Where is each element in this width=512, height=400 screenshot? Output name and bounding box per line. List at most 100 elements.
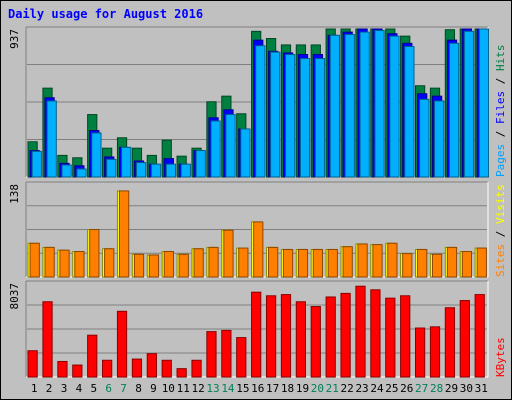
x-tick-label: 23	[355, 382, 368, 395]
bar-sites-day-18	[282, 248, 294, 278]
bar-kbytes-day-20	[310, 306, 321, 378]
legend-item: Hits	[494, 45, 507, 72]
x-tick-label: 29	[445, 382, 458, 395]
bar-pages-day-19	[299, 58, 311, 178]
bar-kbytes-day-26	[400, 295, 411, 378]
legend: KBytes	[494, 337, 507, 377]
y-max-label: 138	[8, 184, 21, 204]
bar-sites-day-8	[133, 253, 145, 278]
bar-sites-day-13	[208, 246, 219, 278]
legend: Pages / Files / Hits	[494, 45, 507, 178]
bar-kbytes-day-3	[57, 360, 68, 378]
bar-kbytes-day-16	[251, 291, 262, 378]
legend-item: Pages	[494, 144, 507, 177]
bar-kbytes-day-21	[325, 296, 336, 378]
bar-sites-day-6	[104, 248, 115, 278]
bar-kbytes-day-9	[146, 353, 157, 378]
bar-sites-day-15	[238, 247, 249, 278]
bar-sites-day-29	[446, 246, 458, 278]
bar-pages-day-8	[135, 162, 147, 178]
bar-pages-day-25	[389, 35, 400, 178]
x-tick-label: 28	[430, 382, 443, 395]
x-tick-label: 25	[385, 382, 398, 395]
bar-pages-day-15	[240, 128, 251, 178]
bar-sites-day-10	[163, 251, 174, 278]
bar-kbytes-day-14	[221, 329, 232, 378]
legend: Sites / Visits	[494, 184, 507, 277]
x-tick-label: 30	[460, 382, 473, 395]
bar-sites-day-12	[193, 248, 204, 278]
bar-pages-day-28	[434, 100, 445, 178]
bar-sites-day-17	[268, 246, 279, 278]
bar-kbytes-day-29	[444, 307, 456, 378]
bar-pages-day-6	[106, 158, 117, 178]
bar-kbytes-day-12	[191, 359, 202, 378]
x-tick-label: 16	[251, 382, 264, 395]
bar-pages-day-4	[76, 168, 87, 178]
x-tick-label: 11	[177, 382, 190, 395]
bar-kbytes-day-23	[355, 285, 366, 378]
bar-sites-day-7	[119, 190, 130, 278]
bar-kbytes-day-10	[161, 359, 172, 378]
bar-pages-day-7	[121, 146, 132, 178]
y-max-label: 937	[8, 29, 21, 49]
bar-sites-day-9	[148, 254, 160, 278]
bar-sites-day-2	[44, 246, 55, 278]
x-tick-label: 3	[61, 382, 68, 395]
x-tick-label: 26	[400, 382, 413, 395]
bar-pages-day-11	[180, 163, 191, 178]
bar-pages-day-10	[165, 163, 177, 178]
bar-kbytes-day-17	[265, 295, 277, 378]
bar-sites-day-20	[312, 248, 323, 278]
bar-sites-day-28	[431, 253, 443, 278]
legend-item: /	[494, 71, 507, 91]
bar-sites-day-24	[372, 244, 383, 278]
x-tick-label: 15	[236, 382, 249, 395]
x-tick-label: 13	[206, 382, 219, 395]
bar-pages-day-9	[150, 163, 162, 178]
bar-pages-day-12	[195, 150, 206, 178]
bar-kbytes-day-13	[206, 331, 217, 378]
x-tick-label: 10	[162, 382, 175, 395]
bar-pages-day-21	[329, 34, 340, 178]
bar-kbytes-day-18	[280, 294, 292, 378]
x-tick-label: 21	[326, 382, 339, 395]
x-tick-label: 31	[475, 382, 488, 395]
bar-sites-day-27	[417, 248, 428, 278]
x-tick-label: 19	[296, 382, 309, 395]
bar-pages-day-13	[210, 120, 221, 178]
bar-sites-day-21	[327, 248, 338, 278]
bar-sites-day-3	[59, 249, 70, 278]
bar-sites-day-1	[29, 242, 40, 278]
x-tick-label: 22	[341, 382, 354, 395]
bar-kbytes-day-7	[116, 310, 128, 378]
bar-kbytes-day-28	[429, 326, 441, 378]
bar-sites-day-25	[387, 242, 398, 278]
x-tick-label: 12	[192, 382, 205, 395]
bar-kbytes-day-31	[474, 294, 485, 378]
bar-pages-day-26	[404, 46, 415, 178]
bar-kbytes-day-22	[340, 292, 351, 378]
x-tick-label: 27	[415, 382, 428, 395]
y-max-label: 8037	[8, 283, 21, 310]
bar-kbytes-day-4	[72, 364, 83, 378]
bar-pages-day-23	[359, 31, 370, 178]
bar-sites-day-4	[74, 251, 85, 278]
x-tick-label: 5	[90, 382, 97, 395]
legend-item: Sites	[494, 244, 507, 277]
bar-sites-day-14	[223, 229, 234, 278]
bar-sites-day-5	[89, 229, 100, 278]
bar-kbytes-day-1	[27, 350, 38, 378]
bar-pages-day-31	[478, 28, 490, 178]
bar-sites-day-22	[342, 246, 353, 278]
bar-kbytes-day-2	[42, 301, 53, 378]
legend-item: Visits	[494, 184, 507, 224]
bar-pages-day-1	[31, 150, 42, 178]
x-tick-label: 20	[311, 382, 324, 395]
bar-kbytes-day-27	[414, 327, 426, 378]
bar-kbytes-day-25	[385, 297, 396, 378]
bar-pages-day-22	[344, 34, 355, 178]
x-tick-label: 8	[135, 382, 142, 395]
bar-pages-day-20	[314, 58, 326, 178]
